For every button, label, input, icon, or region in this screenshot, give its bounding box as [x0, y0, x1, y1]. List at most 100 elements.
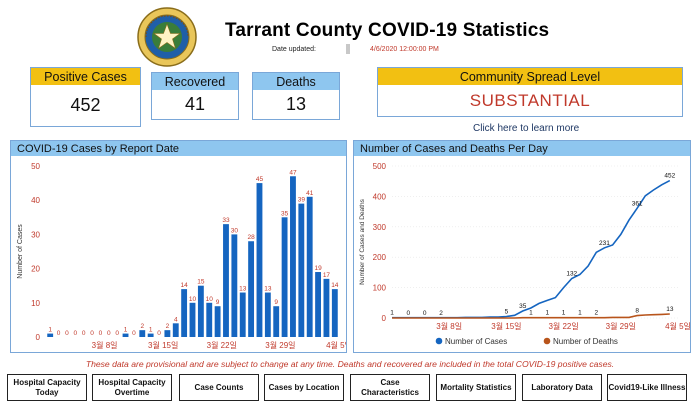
- deaths-point-label: 1: [562, 310, 566, 317]
- y-tick-label: 100: [373, 284, 387, 293]
- bar-value-label: 1: [124, 327, 128, 334]
- date-updated-value: 4/6/2020 12:00:00 PM: [370, 46, 439, 53]
- y-tick-label: 20: [31, 265, 40, 274]
- y-tick-label: 10: [31, 299, 40, 308]
- bar: [306, 196, 313, 337]
- bar: [164, 330, 171, 337]
- bar-value-label: 9: [274, 299, 278, 306]
- x-tick-label: 3월 22일: [548, 321, 578, 331]
- bar: [256, 183, 263, 337]
- covid19-like-illness-button[interactable]: Covid19-Like Illness: [607, 374, 687, 401]
- x-tick-label: 3월 15일: [148, 340, 178, 350]
- community-spread-label: Community Spread Level: [378, 68, 682, 85]
- bar-value-label: 1: [149, 327, 153, 334]
- bar-value-label: 39: [298, 197, 306, 204]
- y-axis-label: Number of Cases: [17, 224, 24, 279]
- cases-point-label: 35: [519, 303, 527, 310]
- bar: [189, 302, 196, 337]
- bar-value-label: 10: [206, 296, 214, 303]
- x-tick-label: 3월 8일: [92, 340, 118, 350]
- cases-series-line: [392, 179, 671, 319]
- bar-value-label: 2: [166, 323, 170, 330]
- bar: [223, 224, 229, 337]
- laboratory-data-button[interactable]: Laboratory Data: [522, 374, 602, 401]
- cases-point-label: 132: [566, 270, 577, 277]
- deaths-point-label: 8: [635, 308, 639, 315]
- positive-cases-value: 452: [70, 95, 101, 115]
- x-tick-label: 4월 5일: [326, 340, 346, 350]
- bar: [273, 306, 280, 337]
- legend-marker: [543, 337, 551, 345]
- page-title: Tarrant County COVID-19 Statistics: [225, 20, 550, 41]
- deaths-point-label: 1: [545, 310, 549, 317]
- bar: [281, 217, 288, 337]
- case-characteristics-button[interactable]: Case Characteristics: [350, 374, 430, 401]
- y-tick-label: 0: [36, 333, 41, 342]
- deaths-label: Deaths: [253, 73, 339, 90]
- bar: [206, 302, 213, 337]
- deaths-value: 13: [285, 94, 307, 114]
- positive-cases-card: Positive Cases 452: [30, 67, 141, 127]
- x-tick-label: 3월 8일: [436, 321, 462, 331]
- bar-value-label: 0: [107, 330, 111, 337]
- cases-deaths-per-day-title: Number of Cases and Deaths Per Day: [354, 141, 690, 156]
- x-tick-label: 3월 29일: [606, 321, 636, 331]
- hospital-capacity-today-button[interactable]: Hospital Capacity Today: [7, 374, 87, 401]
- bar-value-label: 30: [231, 227, 239, 234]
- bar: [290, 176, 296, 337]
- bar-value-label: 14: [331, 282, 339, 289]
- mortality-statistics-button[interactable]: Mortality Statistics: [436, 374, 516, 401]
- case-counts-button[interactable]: Case Counts: [179, 374, 259, 401]
- y-tick-label: 0: [382, 314, 387, 323]
- bar-value-label: 15: [197, 279, 205, 286]
- bar: [47, 333, 54, 337]
- cases-point-label: 5: [505, 308, 509, 315]
- cases-point-label: 231: [599, 240, 610, 247]
- cases-point-label: 452: [664, 173, 675, 180]
- bar-value-label: 0: [99, 330, 103, 337]
- recovered-value: 41: [184, 94, 206, 114]
- x-tick-label: 3월 15일: [491, 321, 521, 331]
- bar: [239, 292, 246, 337]
- cases-point-label: 1: [390, 310, 394, 317]
- deaths-series-line: [392, 313, 670, 319]
- bar-value-label: 13: [264, 286, 272, 293]
- date-updated-divider: [346, 44, 350, 54]
- cases-by-report-date-panel: COVID-19 Cases by Report Date 0 10 20 30 40 5…: [10, 140, 347, 353]
- bar-value-label: 0: [65, 330, 69, 337]
- y-tick-label: 40: [31, 196, 40, 205]
- community-spread-card: Community Spread Level SUBSTANTIAL: [377, 67, 683, 117]
- learn-more-link[interactable]: Click here to learn more: [473, 123, 580, 134]
- legend-entry: Number of Deaths: [553, 337, 618, 346]
- recovered-card: Recovered 41: [151, 72, 239, 120]
- deaths-point-label: 2: [439, 310, 443, 317]
- bar-value-label: 1: [48, 327, 52, 334]
- legend-entry: Number of Cases: [445, 337, 507, 346]
- bar-value-label: 0: [115, 330, 119, 337]
- cases-by-location-button[interactable]: Cases by Location: [264, 374, 344, 401]
- cases-deaths-per-day-panel: Number of Cases and Deaths Per Day 0 100 2…: [353, 140, 691, 353]
- bar-value-label: 0: [82, 330, 86, 337]
- deaths-point-label: 13: [666, 306, 674, 313]
- deaths-point-label: 1: [529, 310, 533, 317]
- deaths-point-label: 1: [578, 310, 582, 317]
- x-tick-label: 3월 29일: [265, 340, 295, 350]
- bar-value-label: 35: [281, 210, 289, 217]
- bar: [139, 330, 146, 337]
- y-tick-label: 50: [31, 162, 40, 171]
- positive-cases-label: Positive Cases: [31, 68, 140, 85]
- deaths-point-label: 0: [423, 310, 427, 317]
- deaths-card: Deaths 13: [252, 72, 340, 120]
- hospital-capacity-overtime-button[interactable]: Hospital Capacity Overtime: [92, 374, 172, 401]
- x-tick-label: 4월 5일: [665, 321, 690, 331]
- bar-value-label: 10: [189, 296, 197, 303]
- bar-value-label: 28: [247, 234, 255, 241]
- y-axis-label: Number of Cases and Deaths: [359, 198, 366, 284]
- bar-value-label: 0: [132, 330, 136, 337]
- bar: [248, 241, 255, 337]
- data-disclaimer: These data are provisional and are subje…: [85, 359, 615, 369]
- bar-value-label: 4: [174, 316, 178, 323]
- county-seal-logo: [137, 7, 197, 67]
